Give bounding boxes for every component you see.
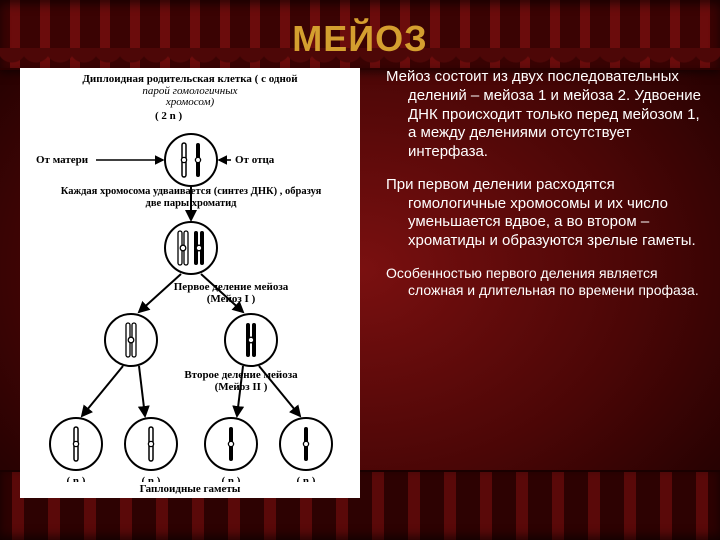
cell-gamete-2 <box>125 418 177 470</box>
ploidy-n-4: ( n ) <box>297 475 316 482</box>
dna-text-1: Каждая хромосома удваивается (синтез ДНК… <box>61 186 322 197</box>
arrow-m1-left <box>139 274 181 312</box>
diagram-header: Диплоидная родительская клетка ( с одной… <box>26 74 354 109</box>
ploidy-n-2: ( n ) <box>142 475 161 482</box>
dna-text-2: две пары хроматид <box>146 198 238 209</box>
meiosis1-text-2: (Мейоз I ) <box>207 293 256 305</box>
father-label: От отца <box>235 154 275 166</box>
cell-synthesis <box>165 222 217 274</box>
cell-gamete-4 <box>280 418 332 470</box>
paragraph-1: Мейоз состоит из двух последовательных д… <box>376 68 702 162</box>
arrow-g1 <box>82 366 123 416</box>
header-line3: хромосом) <box>26 97 354 109</box>
mother-label: От матери <box>36 154 89 166</box>
diagram-footer: Гаплоидные гаметы <box>26 484 354 496</box>
cell-gamete-1 <box>50 418 102 470</box>
cell-meiosis1-right <box>225 314 277 366</box>
parent-row: ( 2 n ) <box>26 111 354 123</box>
cell-meiosis1-left <box>105 314 157 366</box>
diagram-svg: От матери От отца Каждая хромосома удваи… <box>26 122 356 482</box>
header-line1: Диплоидная родительская клетка ( с одной <box>82 73 297 85</box>
paragraph-2: При первом делении расходятся гомологичн… <box>376 176 702 251</box>
ploidy-n-3: ( n ) <box>222 475 241 482</box>
meiosis-diagram: Диплоидная родительская клетка ( с одной… <box>20 68 360 498</box>
cell-parent <box>165 134 217 186</box>
meiosis1-text-1: Первое деление мейоза <box>174 281 289 293</box>
content-row: Диплоидная родительская клетка ( с одной… <box>0 68 720 498</box>
ploidy-2n: ( 2 n ) <box>155 111 225 123</box>
cell-gamete-3 <box>205 418 257 470</box>
body-text: Мейоз состоит из двух последовательных д… <box>376 68 702 498</box>
arrow-g2 <box>139 366 145 416</box>
paragraph-3: Особенностью первого деления является сл… <box>376 265 702 300</box>
ploidy-n-1: ( n ) <box>67 475 86 482</box>
page-title: МЕЙОЗ <box>0 0 720 68</box>
slide: МЕЙОЗ Диплоидная родительская клетка ( с… <box>0 0 720 540</box>
